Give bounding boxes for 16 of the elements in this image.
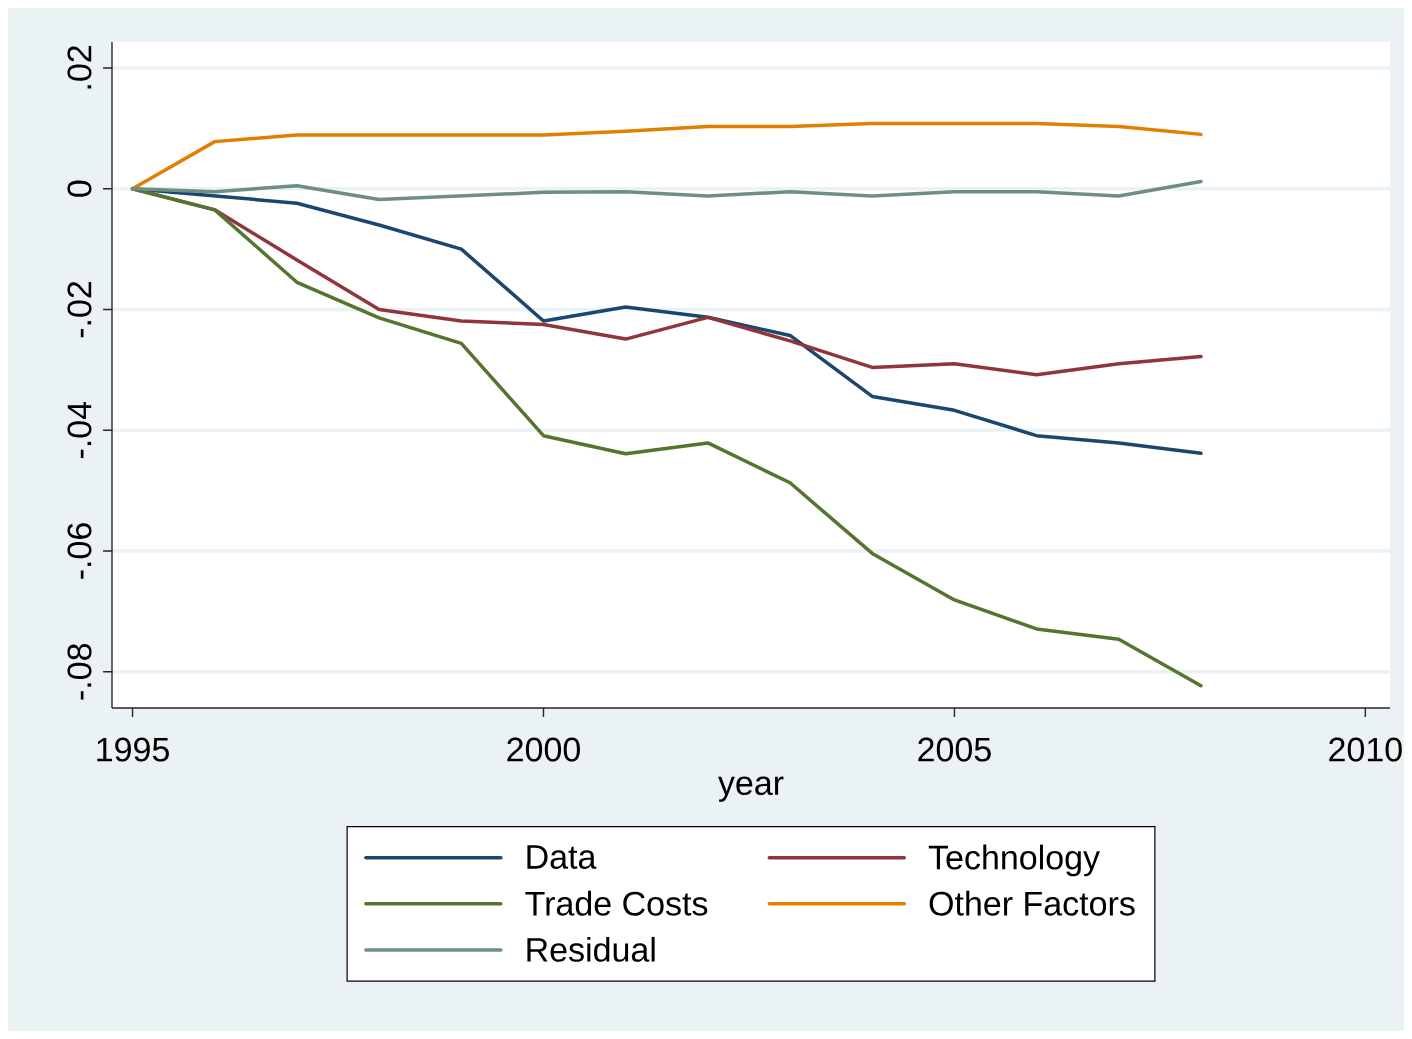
x-tick-label: 2005 — [918, 737, 991, 762]
legend-label: Trade Costs — [525, 890, 708, 916]
y-tick-label: -.02 — [67, 281, 92, 338]
x-tick-label: 2000 — [507, 737, 580, 762]
legend-label: Technology — [928, 844, 1100, 877]
y-tick-label: 0 — [67, 180, 92, 197]
x-axis-title: year — [718, 776, 784, 802]
x-tick-label: 2010 — [1329, 737, 1402, 762]
y-tick-label: -.06 — [67, 523, 92, 579]
y-tick-label: -.08 — [67, 643, 92, 700]
legend-label: Residual — [527, 936, 655, 962]
x-tick-label: 1995 — [97, 737, 169, 762]
y-tick-label: .02 — [67, 46, 92, 89]
legend-label: Data — [527, 845, 597, 869]
y-tick-label: -.04 — [67, 401, 92, 459]
legend-label: Other Factors — [929, 890, 1135, 916]
